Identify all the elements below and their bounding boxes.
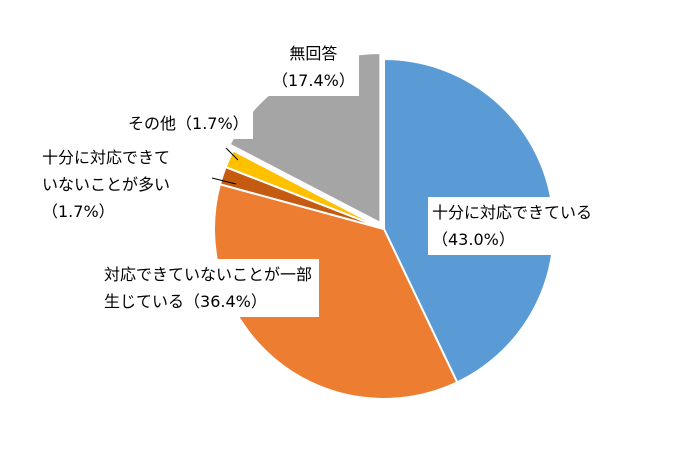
value-label: （36.4%） [184,292,267,311]
category-label: 十分に対応できている [432,203,593,222]
value-label: （1.7%） [176,114,249,133]
data-label: 十分に対応できていないことが多い （1.7%） [38,142,178,227]
value-label: （17.4%） [272,71,355,90]
category-label: 無回答 [289,44,338,63]
pie-slice [213,183,459,400]
category-label: 対応できていないことが一部生じている [104,265,313,311]
data-label: 対応できていないことが一部生じている（36.4%） [100,259,320,317]
data-label: 無回答 （17.4%） [268,38,359,96]
category-label: 十分に対応できていないことが多い [42,148,171,194]
data-label: 十分に対応できている （43.0%） [428,197,600,255]
value-label: （43.0%） [432,230,515,249]
data-label: その他（1.7%） [124,108,253,139]
leader-line [225,147,239,161]
leader-line [211,177,237,185]
category-label: その他 [128,114,177,133]
pie-slice [224,149,385,230]
value-label: （1.7%） [42,202,115,221]
